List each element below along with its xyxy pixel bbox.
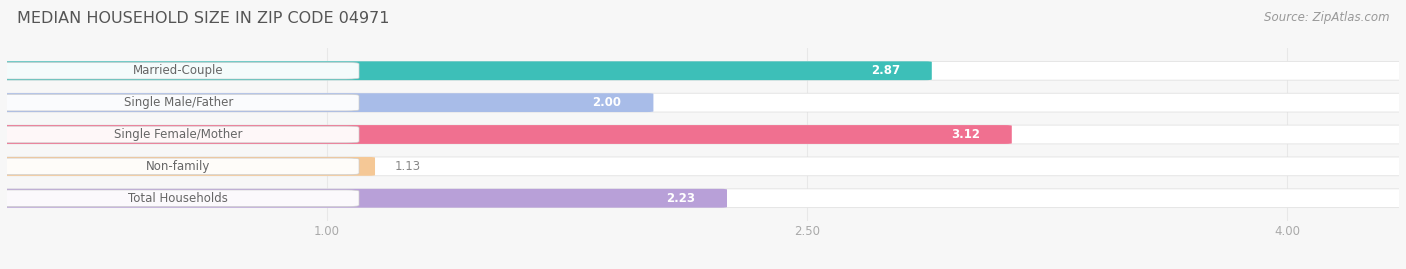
FancyBboxPatch shape: [0, 189, 727, 208]
FancyBboxPatch shape: [0, 93, 654, 112]
FancyBboxPatch shape: [0, 189, 1406, 208]
Text: 3.12: 3.12: [950, 128, 980, 141]
Text: Single Female/Mother: Single Female/Mother: [114, 128, 242, 141]
Text: Source: ZipAtlas.com: Source: ZipAtlas.com: [1264, 11, 1389, 24]
Text: 2.23: 2.23: [666, 192, 695, 205]
Text: Non-family: Non-family: [146, 160, 211, 173]
FancyBboxPatch shape: [0, 62, 359, 79]
FancyBboxPatch shape: [0, 94, 359, 111]
FancyBboxPatch shape: [0, 157, 375, 176]
Text: Married-Couple: Married-Couple: [134, 64, 224, 77]
Text: 1.13: 1.13: [394, 160, 420, 173]
FancyBboxPatch shape: [0, 61, 1406, 80]
FancyBboxPatch shape: [0, 125, 1406, 144]
Text: MEDIAN HOUSEHOLD SIZE IN ZIP CODE 04971: MEDIAN HOUSEHOLD SIZE IN ZIP CODE 04971: [17, 11, 389, 26]
FancyBboxPatch shape: [0, 190, 359, 207]
FancyBboxPatch shape: [0, 125, 1012, 144]
FancyBboxPatch shape: [0, 158, 359, 175]
Text: 2.00: 2.00: [592, 96, 621, 109]
FancyBboxPatch shape: [0, 93, 1406, 112]
FancyBboxPatch shape: [0, 157, 1406, 176]
FancyBboxPatch shape: [0, 61, 932, 80]
FancyBboxPatch shape: [0, 126, 359, 143]
Text: Single Male/Father: Single Male/Father: [124, 96, 233, 109]
Text: 2.87: 2.87: [870, 64, 900, 77]
Text: Total Households: Total Households: [128, 192, 228, 205]
